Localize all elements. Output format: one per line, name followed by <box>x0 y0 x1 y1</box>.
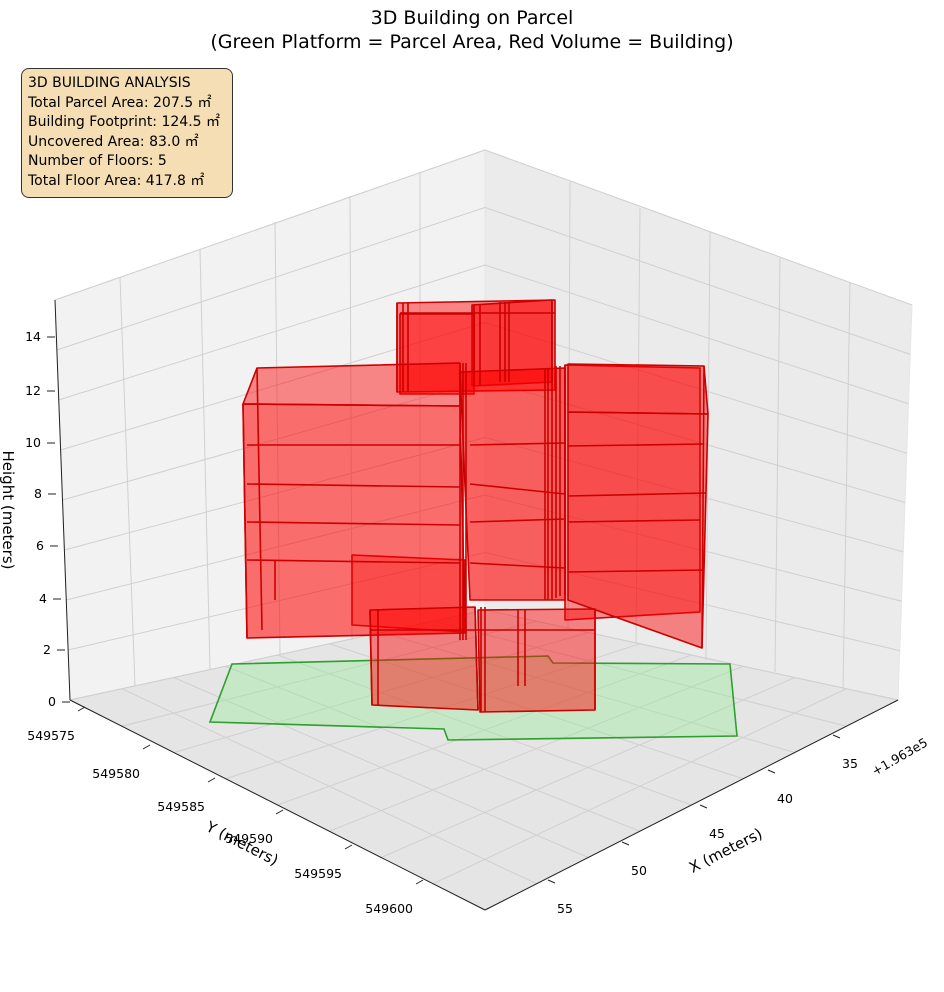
y-tick-mark <box>344 844 353 850</box>
grid-line <box>484 264 909 405</box>
z-tick-label: 2 <box>43 642 51 657</box>
z-axis-title: Height (meters) <box>0 451 17 570</box>
x-axis-line <box>484 699 899 911</box>
z-tick-label: 14 <box>25 329 41 344</box>
building-left-wing <box>242 403 466 639</box>
x-tick-mark <box>699 804 708 809</box>
grid-line <box>433 620 847 727</box>
grid-line <box>484 609 899 701</box>
analysis-line-footprint: Building Footprint: 124.5 ㎡ <box>28 114 221 130</box>
floor-line <box>469 518 566 523</box>
building-edge <box>474 606 479 711</box>
x-tick-label: 45 <box>709 826 725 841</box>
grid-line <box>381 632 795 753</box>
y-tick-mark <box>275 809 284 815</box>
analysis-line-floor-area: Total Floor Area: 417.8 ㎡ <box>28 172 205 189</box>
floor-line <box>469 442 566 446</box>
z-axis-line <box>54 299 71 701</box>
y-tick-label: 549580 <box>92 766 140 781</box>
floor-line <box>469 562 566 569</box>
y-tick-label: 549590 <box>225 831 273 846</box>
z-tick-label: 12 <box>25 383 41 398</box>
analysis-line-floors: Number of Floors: 5 <box>28 153 167 169</box>
x-tick-label: 35 <box>842 756 858 771</box>
parcel-polygon <box>208 655 738 741</box>
grid-line <box>484 149 913 306</box>
analysis-box: 3D BUILDING ANALYSIS Total Parcel Area: … <box>21 68 233 198</box>
building-left-roof <box>242 362 461 407</box>
floor-line <box>567 443 705 447</box>
floor-line <box>567 519 701 523</box>
y-tick-label: 549600 <box>365 901 413 916</box>
x-tick-mark <box>621 841 630 846</box>
grid-line <box>119 276 136 687</box>
title-line: 3D Building on Parcel <box>370 7 574 29</box>
building-right-roof <box>567 363 709 415</box>
grid-line <box>329 665 744 832</box>
grid-line <box>381 677 795 858</box>
x-tick-mark <box>547 879 556 884</box>
analysis-line-uncovered: Uncovered Area: 83.0 ㎡ <box>28 133 199 150</box>
x-axis-title: X (meters) <box>686 824 765 876</box>
floor-line <box>469 483 566 495</box>
building-lower-block-left <box>369 606 479 711</box>
floor-line <box>567 569 705 573</box>
subtitle-line: (Green Platform = Parcel Area, Red Volum… <box>210 31 734 53</box>
x-tick-mark <box>832 734 841 739</box>
x-tick-label: 55 <box>557 901 573 916</box>
z-tick-label: 0 <box>48 694 56 709</box>
grid-line <box>432 688 847 885</box>
grid-line <box>199 249 211 671</box>
axes <box>47 299 899 911</box>
building-edge <box>242 403 248 639</box>
y-tick-mark <box>207 777 216 783</box>
grid-line <box>54 149 486 301</box>
building-edge <box>369 609 373 706</box>
chart-title: 3D Building on Parcel (Green Platform = … <box>0 6 944 54</box>
grid-line <box>58 264 486 401</box>
building-lower-block-right <box>477 608 596 713</box>
z-tick-label: 10 <box>25 435 41 450</box>
parcel-platform <box>208 655 738 741</box>
y-tick-mark <box>142 744 151 750</box>
x-tick-label: 50 <box>631 863 647 878</box>
grid-line <box>842 281 851 689</box>
z-tick-label: 8 <box>34 486 42 501</box>
floor-line <box>246 559 461 564</box>
x-offset-label: +1.963e5 <box>869 735 930 779</box>
grid-line <box>56 207 486 351</box>
grid-line <box>705 231 711 661</box>
building-edge <box>701 365 705 649</box>
building-volume <box>242 299 709 713</box>
analysis-line-parcel: Total Parcel Area: 207.5 ㎡ <box>28 94 212 111</box>
analysis-heading: 3D BUILDING ANALYSIS <box>28 75 191 91</box>
grid-line <box>277 654 692 806</box>
y-tick-mark <box>415 879 424 885</box>
floor-line <box>246 521 461 526</box>
x-tick-label: 40 <box>777 791 793 806</box>
y-axis-line <box>69 699 486 911</box>
x-tick-mark <box>767 769 776 774</box>
floor-line <box>567 492 707 497</box>
z-tick-label: 4 <box>39 591 47 606</box>
grid-line <box>774 257 781 673</box>
floor-line <box>246 483 461 488</box>
grid-line <box>484 207 911 355</box>
y-tick-label: 549595 <box>294 866 342 881</box>
building-edge <box>256 367 263 631</box>
z-tick-label: 6 <box>36 538 44 553</box>
y-tick-label: 549575 <box>27 728 75 743</box>
y-tick-mark <box>77 706 86 712</box>
y-tick-label: 549585 <box>157 799 205 814</box>
